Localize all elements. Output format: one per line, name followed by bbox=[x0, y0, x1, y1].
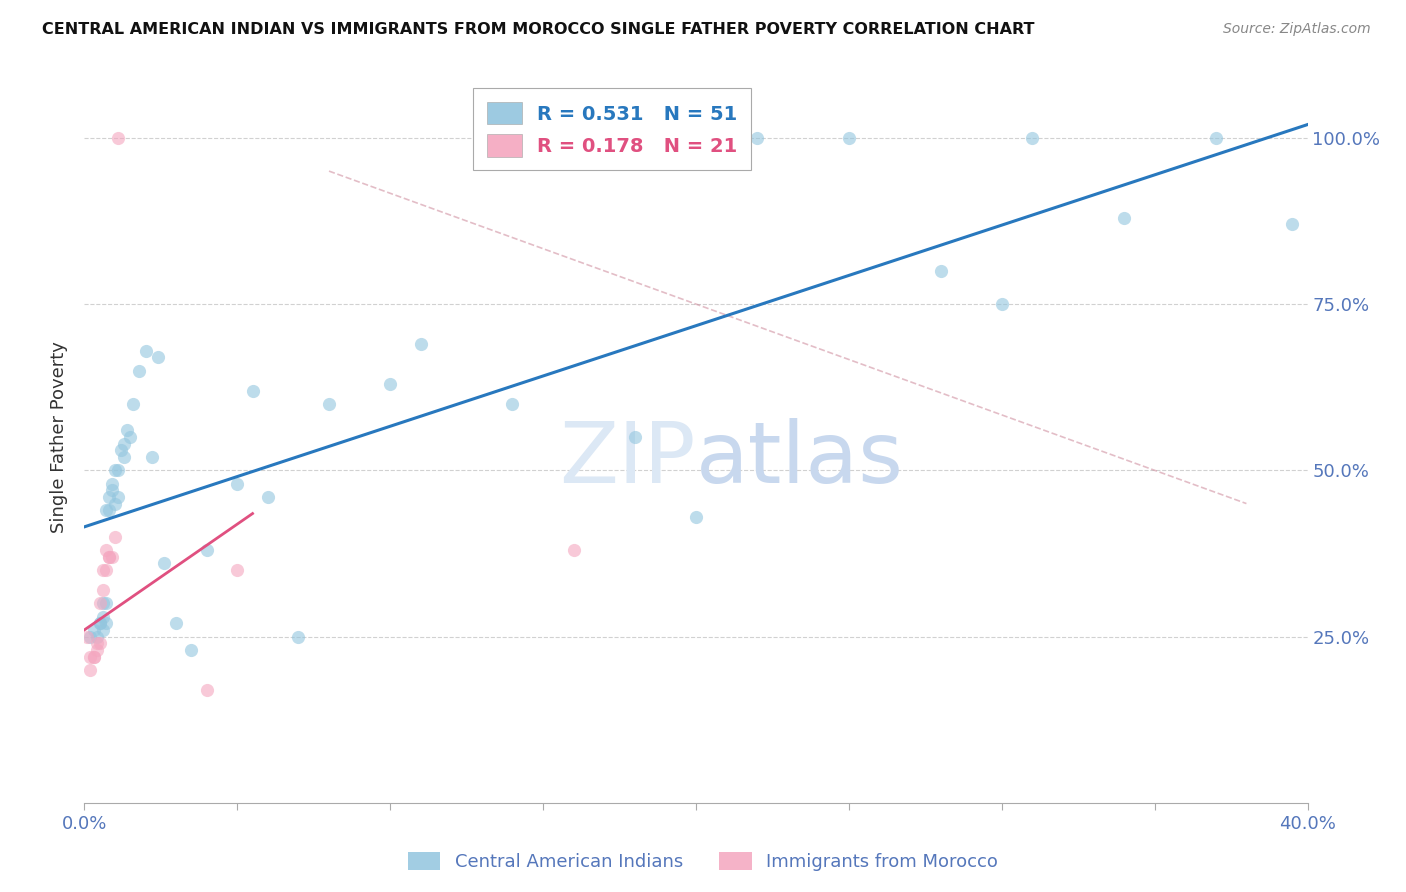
Text: ZIP: ZIP bbox=[560, 417, 696, 500]
Point bbox=[112, 436, 135, 450]
Point bbox=[107, 463, 129, 477]
Point bbox=[380, 376, 402, 391]
Point bbox=[91, 623, 114, 637]
Point bbox=[89, 596, 111, 610]
Legend: Central American Indians, Immigrants from Morocco: Central American Indians, Immigrants fro… bbox=[401, 845, 1005, 879]
Point bbox=[79, 663, 101, 677]
Point bbox=[89, 636, 111, 650]
Point bbox=[409, 337, 432, 351]
Point bbox=[104, 530, 127, 544]
Point bbox=[180, 643, 202, 657]
Point bbox=[1021, 131, 1043, 145]
Point bbox=[101, 476, 124, 491]
Point bbox=[1281, 217, 1303, 231]
Point bbox=[83, 623, 105, 637]
Point bbox=[318, 397, 340, 411]
Point bbox=[83, 649, 105, 664]
Point bbox=[97, 549, 120, 564]
Point bbox=[79, 630, 101, 644]
Point bbox=[86, 630, 108, 644]
Point bbox=[91, 582, 114, 597]
Point bbox=[929, 264, 952, 278]
Point bbox=[86, 643, 108, 657]
Point bbox=[287, 630, 309, 644]
Point bbox=[195, 682, 218, 697]
Point bbox=[107, 490, 129, 504]
Point bbox=[1205, 131, 1227, 145]
Point bbox=[104, 497, 127, 511]
Point bbox=[97, 503, 120, 517]
Point bbox=[91, 596, 114, 610]
Point bbox=[101, 549, 124, 564]
Legend: R = 0.531   N = 51, R = 0.178   N = 21: R = 0.531 N = 51, R = 0.178 N = 21 bbox=[474, 88, 751, 170]
Point bbox=[89, 616, 111, 631]
Point bbox=[226, 476, 249, 491]
Point bbox=[110, 443, 132, 458]
Point bbox=[257, 490, 280, 504]
Point bbox=[91, 563, 114, 577]
Point bbox=[115, 424, 138, 438]
Point bbox=[153, 557, 176, 571]
Point bbox=[76, 630, 98, 644]
Point bbox=[165, 616, 187, 631]
Point bbox=[94, 596, 117, 610]
Point bbox=[94, 563, 117, 577]
Text: CENTRAL AMERICAN INDIAN VS IMMIGRANTS FROM MOROCCO SINGLE FATHER POVERTY CORRELA: CENTRAL AMERICAN INDIAN VS IMMIGRANTS FR… bbox=[42, 22, 1035, 37]
Point bbox=[242, 384, 264, 398]
Y-axis label: Single Father Poverty: Single Father Poverty bbox=[51, 341, 69, 533]
Point bbox=[89, 616, 111, 631]
Point bbox=[79, 649, 101, 664]
Point bbox=[685, 509, 707, 524]
Point bbox=[94, 543, 117, 558]
Point bbox=[1114, 211, 1136, 225]
Point bbox=[94, 503, 117, 517]
Point bbox=[101, 483, 124, 498]
Text: Source: ZipAtlas.com: Source: ZipAtlas.com bbox=[1223, 22, 1371, 37]
Point bbox=[146, 351, 169, 365]
Point bbox=[141, 450, 163, 464]
Point bbox=[128, 363, 150, 377]
Point bbox=[97, 490, 120, 504]
Point bbox=[107, 131, 129, 145]
Point bbox=[120, 430, 142, 444]
Point bbox=[195, 543, 218, 558]
Point bbox=[104, 463, 127, 477]
Point bbox=[122, 397, 145, 411]
Point bbox=[747, 131, 769, 145]
Point bbox=[91, 609, 114, 624]
Point bbox=[624, 430, 647, 444]
Point bbox=[86, 636, 108, 650]
Point bbox=[83, 649, 105, 664]
Text: atlas: atlas bbox=[696, 417, 904, 500]
Point bbox=[991, 297, 1014, 311]
Point bbox=[226, 563, 249, 577]
Point bbox=[94, 616, 117, 631]
Point bbox=[97, 549, 120, 564]
Point bbox=[502, 397, 524, 411]
Point bbox=[112, 450, 135, 464]
Point bbox=[135, 343, 157, 358]
Point bbox=[562, 543, 585, 558]
Point bbox=[838, 131, 860, 145]
